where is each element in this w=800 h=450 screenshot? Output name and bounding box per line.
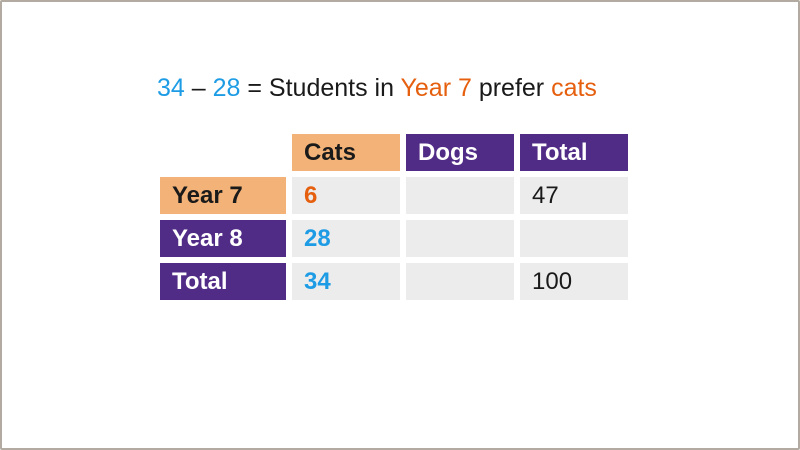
table-row-year8: Year 8 28 xyxy=(160,220,628,257)
cell-total-cats: 34 xyxy=(292,263,400,300)
col-header-dogs: Dogs xyxy=(406,134,514,171)
table-row-year7: Year 7 6 47 xyxy=(160,177,628,214)
cell-year7-dogs xyxy=(406,177,514,214)
row-header-year7: Year 7 xyxy=(160,177,286,214)
equation-minuend: 34 xyxy=(157,74,185,102)
table-header-row: Cats Dogs Total xyxy=(160,134,628,171)
equation-cats-text: cats xyxy=(551,74,597,102)
cell-year7-total: 47 xyxy=(520,177,628,214)
cell-value: 100 xyxy=(532,267,573,295)
equation-minus: – xyxy=(184,74,213,102)
row-header-year8: Year 8 xyxy=(160,220,286,257)
equation-year7-text: Year 7 xyxy=(400,74,472,102)
cell-total-total: 100 xyxy=(520,263,628,300)
two-way-table: Cats Dogs Total Year 7 6 47 Year 8 28 To… xyxy=(154,128,634,306)
col-header-cats: Cats xyxy=(292,134,400,171)
equation-equals-text: = Students in xyxy=(240,74,401,102)
cell-year8-cats: 28 xyxy=(292,220,400,257)
cell-value: 28 xyxy=(304,224,331,252)
cell-year7-cats: 6 xyxy=(292,177,400,214)
cell-year8-dogs xyxy=(406,220,514,257)
cell-value: 6 xyxy=(304,181,318,209)
cell-value: 47 xyxy=(532,181,559,209)
row-header-total: Total xyxy=(160,263,286,300)
cell-value: 34 xyxy=(304,267,331,295)
equation-prefer-text: prefer xyxy=(471,74,552,102)
cell-total-dogs xyxy=(406,263,514,300)
table-corner-cell xyxy=(160,134,286,171)
equation-title: 34 – 28 = Students in Year 7 prefer cats xyxy=(157,74,597,103)
cell-year8-total xyxy=(520,220,628,257)
col-header-total: Total xyxy=(520,134,628,171)
table-row-total: Total 34 100 xyxy=(160,263,628,300)
equation-subtrahend: 28 xyxy=(212,74,241,102)
